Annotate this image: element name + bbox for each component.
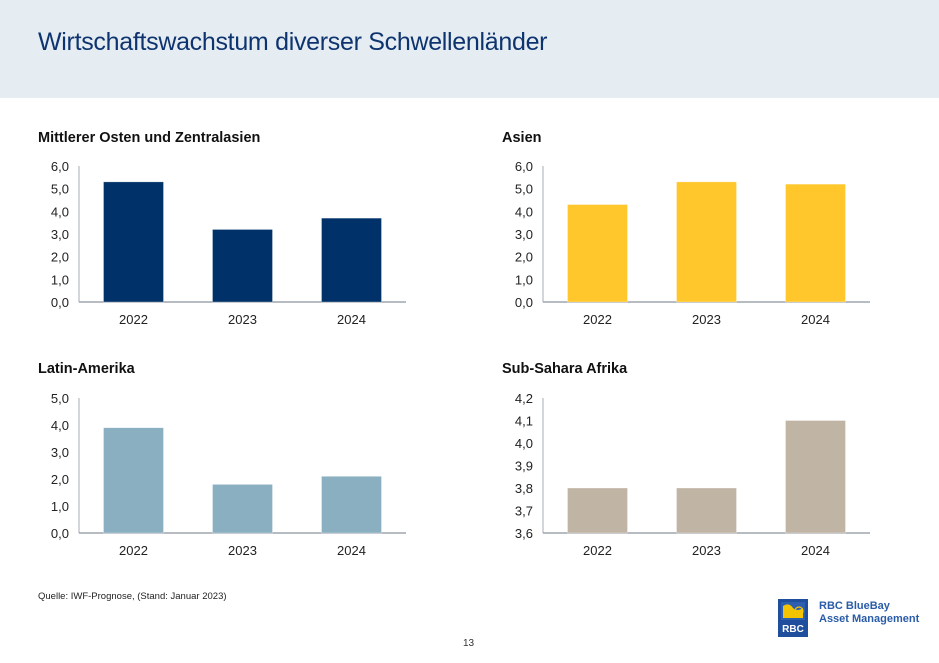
rbc-shield-icon: RBC [778, 599, 808, 637]
source-note: Quelle: IWF-Prognose, (Stand: Januar 202… [38, 591, 227, 602]
y-tick-label: 5,0 [51, 391, 69, 406]
x-tick-label: 2023 [228, 543, 257, 558]
y-tick-label: 4,1 [515, 414, 533, 429]
y-tick-label: 4,0 [51, 204, 69, 219]
chart-title: Asien [502, 130, 542, 146]
y-tick-label: 0,0 [51, 526, 69, 541]
chart-plot: 0,0 1,0 2,0 3,0 4,0 5,0 6,0 2022 2023 2024 [515, 159, 870, 327]
bar-2022 [103, 427, 164, 534]
header-band: Wirtschaftswachstum diverser Schwellenlä… [0, 0, 939, 98]
chart-plot: 3,6 3,7 3,8 3,9 4,0 4,1 4,2 2022 2023 2024 [515, 391, 870, 558]
page-number: 13 [463, 638, 475, 649]
rbc-logo: RBC RBC BlueBay Asset Management [777, 598, 937, 638]
y-tick-label: 2,0 [51, 472, 69, 487]
y-tick-label: 4,0 [515, 436, 533, 451]
x-tick-label: 2022 [119, 543, 148, 558]
y-tick-label: 2,0 [51, 250, 69, 265]
bar-2022 [103, 181, 164, 303]
y-tick-label: 5,0 [515, 182, 533, 197]
bar-2022 [567, 204, 628, 303]
bar-2023 [676, 181, 737, 303]
bar-2024 [321, 476, 382, 534]
x-tick-label: 2022 [119, 312, 148, 327]
x-tick-label: 2023 [692, 543, 721, 558]
logo-line-1: RBC BlueBay [819, 600, 890, 612]
y-tick-label: 1,0 [51, 272, 69, 287]
y-tick-label: 4,2 [515, 391, 533, 406]
chart-title: Mittlerer Osten und Zentralasien [38, 130, 261, 146]
x-tick-label: 2024 [337, 543, 366, 558]
x-tick-label: 2024 [801, 543, 830, 558]
x-tick-label: 2023 [692, 312, 721, 327]
y-tick-label: 0,0 [51, 295, 69, 310]
y-tick-label: 0,0 [515, 295, 533, 310]
chart-title: Sub-Sahara Afrika [502, 361, 628, 377]
bar-2023 [676, 487, 737, 534]
bar-2024 [785, 183, 846, 303]
chart-latin-america: Latin-Amerika 0,0 1,0 2,0 3,0 4,0 5,0 2022 2023… [38, 361, 458, 571]
y-tick-label: 3,0 [515, 227, 533, 242]
y-tick-label: 3,6 [515, 526, 533, 541]
chart-title: Latin-Amerika [38, 361, 135, 377]
y-tick-label: 1,0 [515, 272, 533, 287]
y-tick-label: 3,9 [515, 459, 533, 474]
y-tick-label: 3,8 [515, 481, 533, 496]
chart-asia: Asien 0,0 1,0 2,0 3,0 4,0 5,0 6,0 2022 2023 2024 [502, 130, 922, 340]
y-tick-label: 3,0 [51, 445, 69, 460]
page-title: Wirtschaftswachstum diverser Schwellenlä… [38, 28, 548, 56]
bar-2023 [212, 229, 273, 303]
chart-plot: 0,0 1,0 2,0 3,0 4,0 5,0 6,0 2022 2023 2024 [51, 159, 406, 327]
y-tick-label: 4,0 [515, 204, 533, 219]
x-tick-label: 2023 [228, 312, 257, 327]
y-tick-label: 6,0 [51, 159, 69, 174]
x-tick-label: 2024 [337, 312, 366, 327]
y-tick-label: 3,0 [51, 227, 69, 242]
chart-middle-east-central-asia: Mittlerer Osten und Zentralasien 0,0 1,0 2… [38, 130, 458, 340]
chart-sub-saharan-africa: Sub-Sahara Afrika 3,6 3,7 3,8 3,9 4,0 4,1 4,2 2… [502, 361, 922, 571]
x-tick-label: 2024 [801, 312, 830, 327]
y-tick-label: 6,0 [515, 159, 533, 174]
bar-2024 [321, 217, 382, 303]
bar-2024 [785, 420, 846, 534]
logo-text: RBC BlueBay Asset Management [819, 600, 919, 626]
y-tick-label: 5,0 [51, 182, 69, 197]
logo-line-2: Asset Management [819, 613, 920, 625]
x-tick-label: 2022 [583, 543, 612, 558]
y-tick-label: 3,7 [515, 504, 533, 519]
y-tick-label: 1,0 [51, 499, 69, 514]
x-tick-label: 2022 [583, 312, 612, 327]
bar-2022 [567, 487, 628, 534]
logo-badge-text: RBC [782, 624, 804, 635]
chart-plot: 0,0 1,0 2,0 3,0 4,0 5,0 2022 2023 2024 [51, 391, 406, 558]
bar-2023 [212, 484, 273, 534]
y-tick-label: 4,0 [51, 418, 69, 433]
y-tick-label: 2,0 [515, 250, 533, 265]
